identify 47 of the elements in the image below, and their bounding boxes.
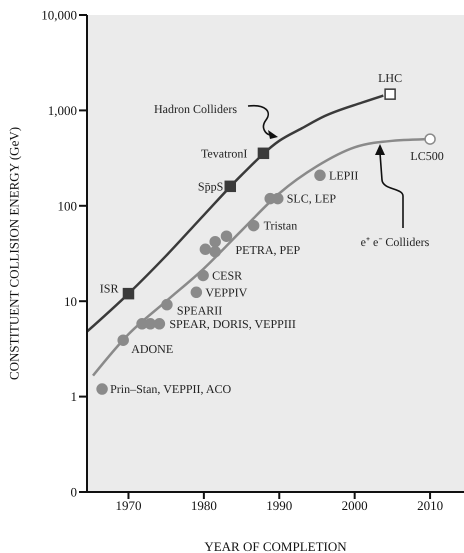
point bbox=[314, 170, 326, 182]
point bbox=[122, 288, 134, 300]
x-tick-label: 2000 bbox=[342, 498, 368, 514]
annotation: SPEARII bbox=[176, 304, 222, 318]
point bbox=[220, 230, 232, 242]
annotation: Sp̄pS bbox=[198, 179, 224, 194]
y-tick-label: 10,000 bbox=[41, 8, 77, 23]
annotation: LHC bbox=[378, 71, 402, 86]
annotation: TevatronI bbox=[200, 146, 248, 160]
x-axis-title: YEAR OF COMPLETION bbox=[204, 539, 348, 553]
point bbox=[161, 298, 173, 310]
point bbox=[248, 220, 260, 232]
annotation: Hadron Colliders bbox=[154, 102, 238, 116]
point bbox=[200, 244, 212, 256]
x-tick-label: 1970 bbox=[115, 498, 142, 514]
annotation: e⁺ e⁻ Colliders bbox=[360, 235, 430, 249]
x-tick-label: 1990 bbox=[266, 498, 292, 514]
annotation: Prin–Stan, VEPPII, ACO bbox=[110, 382, 232, 396]
point bbox=[224, 180, 236, 192]
annotation: Tristan bbox=[264, 218, 298, 233]
annotation: CESR bbox=[212, 268, 242, 282]
y-tick-label: 10 bbox=[64, 294, 77, 309]
point bbox=[209, 236, 221, 248]
y-tick-label: 0 bbox=[70, 484, 77, 500]
annotation: LC500 bbox=[410, 149, 444, 164]
point bbox=[258, 148, 270, 160]
point bbox=[424, 133, 436, 145]
annotation: SPEAR, DORIS, VEPPIII bbox=[169, 316, 296, 331]
annotation: LEPII bbox=[328, 168, 358, 182]
annotation: VEPPIV bbox=[205, 285, 248, 300]
y-tick-label: 100 bbox=[58, 198, 77, 214]
point bbox=[209, 246, 221, 258]
annotation: PETRA, PEP bbox=[235, 243, 300, 258]
point bbox=[384, 88, 396, 100]
annotation: ISR bbox=[100, 282, 118, 296]
point bbox=[190, 286, 202, 298]
point bbox=[117, 334, 129, 346]
annotation: SLC, LEP bbox=[286, 192, 336, 206]
point bbox=[96, 383, 108, 395]
x-tick-label: 2010 bbox=[417, 498, 444, 514]
point bbox=[197, 270, 209, 282]
x-tick-label: 1980 bbox=[190, 498, 217, 514]
y-axis-title: CONSTITUENT COLLISION ENERGY (GeV) bbox=[6, 126, 22, 380]
y-tick-label: 1,000 bbox=[48, 103, 77, 118]
annotation: ADONE bbox=[131, 342, 174, 356]
y-tick-label: 1 bbox=[70, 389, 77, 404]
point bbox=[154, 318, 166, 330]
